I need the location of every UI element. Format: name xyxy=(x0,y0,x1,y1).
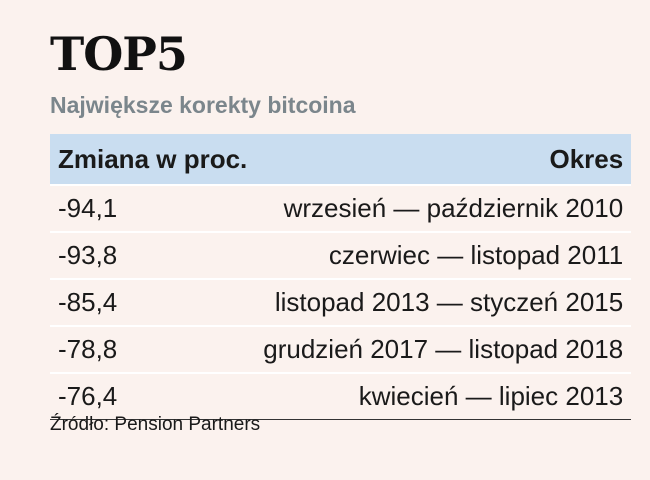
table-row: -94,1 wrzesień — październik 2010 xyxy=(50,184,632,232)
cell-change: -93,8 xyxy=(50,231,256,279)
column-header-change: Zmiana w proc. xyxy=(50,134,256,185)
cell-change: -94,1 xyxy=(50,184,256,232)
data-table: Zmiana w proc. Okres -94,1 wrzesień — pa… xyxy=(50,134,632,420)
column-header-period: Okres xyxy=(255,134,632,185)
chart-subtitle: Największe korekty bitcoina xyxy=(50,92,356,118)
cell-period: wrzesień — październik 2010 xyxy=(255,184,632,232)
table-row: -78,8 grudzień 2017 — listopad 2018 xyxy=(50,325,632,373)
cell-period: listopad 2013 — styczeń 2015 xyxy=(255,278,632,326)
cell-period: kwiecień — lipiec 2013 xyxy=(255,372,632,420)
table-row: -93,8 czerwiec — listopad 2011 xyxy=(50,231,632,279)
header-row: Zmiana w proc. Okres xyxy=(50,134,632,185)
cell-period: czerwiec — listopad 2011 xyxy=(255,231,632,279)
cell-change: -78,8 xyxy=(50,325,256,373)
cell-period: grudzień 2017 — listopad 2018 xyxy=(255,325,632,373)
table-row: -85,4 listopad 2013 — styczeń 2015 xyxy=(50,278,632,326)
table-body: -94,1 wrzesień — październik 2010 -93,8 … xyxy=(50,184,632,420)
chart-title: TOP5 xyxy=(50,27,188,81)
source-note: Źródło: Pension Partners xyxy=(50,414,261,435)
table-row: -76,4 kwiecień — lipiec 2013 xyxy=(50,372,632,420)
cell-change: -85,4 xyxy=(50,278,256,326)
table-header: Zmiana w proc. Okres xyxy=(50,134,632,185)
cell-change: -76,4 xyxy=(50,372,256,420)
